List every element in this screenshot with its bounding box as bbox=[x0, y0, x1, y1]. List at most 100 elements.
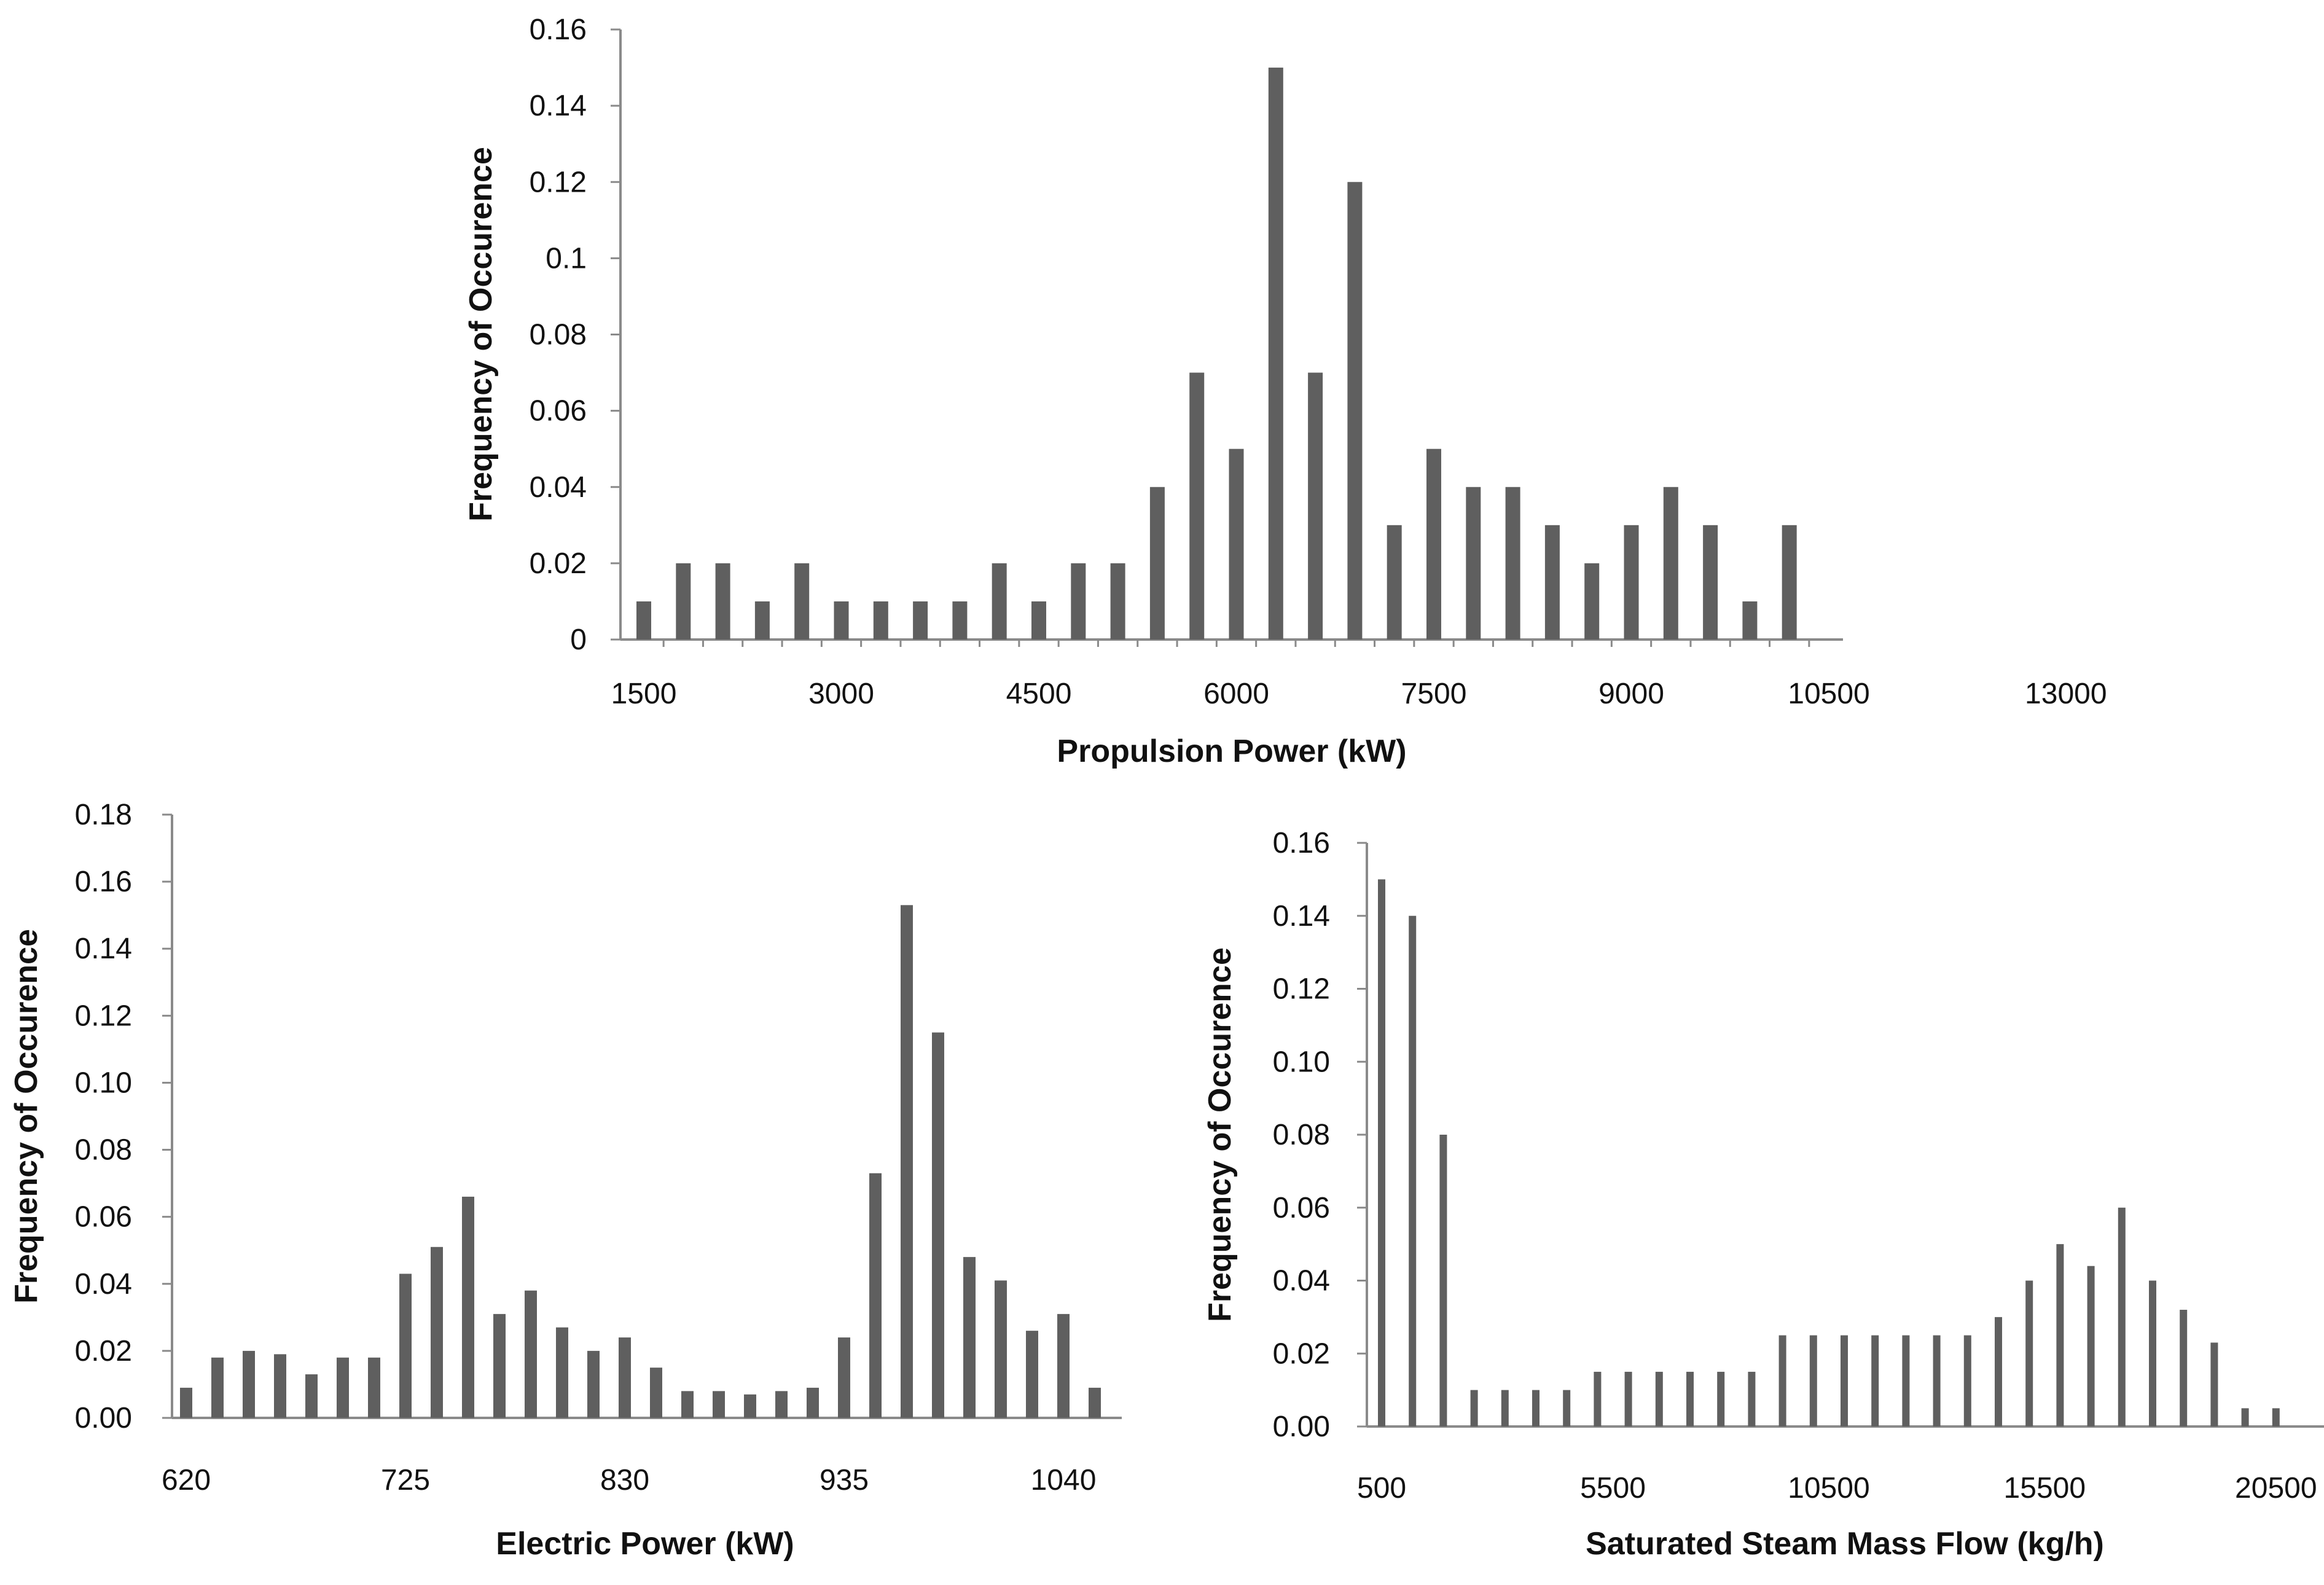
x-tick-label: 10500 bbox=[1788, 678, 1869, 710]
bar bbox=[1466, 487, 1481, 640]
bar bbox=[1809, 1335, 1817, 1426]
steam-mass-flow-chart: 0.00 0.02 0.04 0.06 0.08 0.10 0.12 0.14 0.16 500 5… bbox=[1202, 827, 2324, 1562]
bar bbox=[368, 1357, 380, 1418]
bar bbox=[525, 1290, 537, 1418]
bar bbox=[1782, 525, 1797, 640]
bar bbox=[556, 1327, 568, 1418]
bar bbox=[1308, 372, 1323, 640]
bar bbox=[807, 1387, 819, 1418]
bar bbox=[1963, 1335, 1971, 1426]
y-tick-label: 0.02 bbox=[530, 547, 587, 580]
x-tick-label: 20500 bbox=[2235, 1472, 2317, 1505]
bar bbox=[2210, 1342, 2218, 1426]
y-axis-title: Frequency of Occurence bbox=[1202, 947, 1238, 1322]
bar bbox=[952, 601, 968, 640]
bar bbox=[1229, 448, 1244, 640]
bar bbox=[1439, 1135, 1447, 1426]
y-tick-label: 0.08 bbox=[1273, 1119, 1330, 1151]
y-tick-label: 0.06 bbox=[530, 395, 587, 428]
bar bbox=[1624, 525, 1639, 640]
electric-power-chart: 0.00 0.02 0.04 0.06 0.08 0.10 0.12 0.14 0.16 0.18… bbox=[9, 799, 1122, 1562]
bar bbox=[1686, 1371, 1694, 1426]
y-tick-label: 0.08 bbox=[75, 1134, 132, 1167]
x-tick-label: 15500 bbox=[2004, 1472, 2086, 1505]
bar bbox=[834, 601, 849, 640]
bar bbox=[1470, 1390, 1478, 1426]
bar bbox=[901, 905, 913, 1418]
bar bbox=[873, 601, 888, 640]
bar bbox=[2087, 1266, 2095, 1426]
propulsion-power-chart: 0 0.02 0.04 0.06 0.08 0.1 0.12 0.14 0.16 1500 3000… bbox=[463, 14, 2107, 769]
y-tick-label: 0 bbox=[570, 624, 587, 656]
bar bbox=[462, 1196, 474, 1418]
y-tick-label: 0.16 bbox=[75, 866, 132, 898]
y-tick-label: 0.04 bbox=[75, 1268, 132, 1301]
y-tick-label: 0.10 bbox=[75, 1066, 132, 1099]
bar bbox=[2056, 1244, 2064, 1426]
y-tick-label: 0.12 bbox=[1273, 973, 1330, 1006]
x-axis-title: Saturated Steam Mass Flow (kg/h) bbox=[1586, 1526, 2104, 1562]
x-tick-label: 935 bbox=[820, 1464, 869, 1497]
bar bbox=[1409, 915, 1417, 1426]
bar bbox=[1544, 525, 1560, 640]
bar bbox=[1902, 1335, 1910, 1426]
bar bbox=[2149, 1280, 2156, 1426]
x-tick-label: 4500 bbox=[1006, 678, 1072, 710]
bar bbox=[305, 1374, 318, 1418]
bar bbox=[1189, 372, 1205, 640]
bar bbox=[180, 1387, 192, 1418]
bar bbox=[713, 1391, 725, 1418]
bar bbox=[431, 1246, 443, 1418]
y-tick-label: 0.16 bbox=[530, 14, 587, 46]
bar bbox=[1347, 182, 1363, 640]
bar bbox=[1594, 1371, 1602, 1426]
bar bbox=[2180, 1310, 2188, 1426]
x-tick-label: 7500 bbox=[1401, 678, 1467, 710]
bar bbox=[1505, 487, 1520, 640]
bar bbox=[1089, 1387, 1101, 1418]
bar bbox=[1563, 1390, 1571, 1426]
bar bbox=[1057, 1313, 1070, 1418]
y-tick-label: 0.08 bbox=[530, 319, 587, 351]
x-axis-title: Propulsion Power (kW) bbox=[1057, 734, 1406, 769]
bar bbox=[775, 1391, 788, 1418]
x-tick-label: 6000 bbox=[1203, 678, 1269, 710]
bar bbox=[995, 1280, 1007, 1418]
bar bbox=[794, 563, 810, 640]
bar bbox=[1426, 448, 1441, 640]
y-tick-label: 0.06 bbox=[1273, 1192, 1330, 1224]
bar bbox=[1748, 1371, 1756, 1426]
bar bbox=[1624, 1371, 1632, 1426]
bar bbox=[1532, 1390, 1540, 1426]
bar bbox=[992, 563, 1007, 640]
y-tick-label: 0.10 bbox=[1273, 1046, 1330, 1078]
y-tick-label: 0.02 bbox=[1273, 1337, 1330, 1370]
bar bbox=[744, 1394, 756, 1418]
y-axis-title: Frequency of Occurence bbox=[9, 929, 44, 1304]
x-tick-label: 1500 bbox=[611, 678, 677, 710]
bar bbox=[932, 1032, 944, 1418]
x-tick-label: 10500 bbox=[1788, 1472, 1869, 1505]
y-tick-label: 0.06 bbox=[75, 1201, 132, 1234]
bar bbox=[681, 1391, 694, 1418]
bar bbox=[1933, 1335, 1941, 1426]
y-tick-label: 0.14 bbox=[1273, 900, 1330, 933]
x-tick-label: 5500 bbox=[1580, 1472, 1646, 1505]
bar bbox=[587, 1350, 600, 1418]
bar bbox=[2272, 1408, 2280, 1426]
y-tick-label: 0.00 bbox=[75, 1402, 132, 1434]
bar bbox=[337, 1357, 349, 1418]
y-tick-label: 0.1 bbox=[546, 242, 587, 275]
bar bbox=[1268, 68, 1283, 640]
bar bbox=[1031, 601, 1046, 640]
bar bbox=[619, 1337, 631, 1418]
bar bbox=[211, 1357, 224, 1418]
bar bbox=[754, 601, 770, 640]
x-tick-label: 9000 bbox=[1598, 678, 1664, 710]
bar bbox=[1663, 487, 1678, 640]
x-tick-label: 13000 bbox=[2025, 678, 2107, 710]
bar bbox=[2241, 1408, 2249, 1426]
y-tick-label: 0.02 bbox=[75, 1335, 132, 1368]
y-tick-label: 0.18 bbox=[75, 799, 132, 831]
